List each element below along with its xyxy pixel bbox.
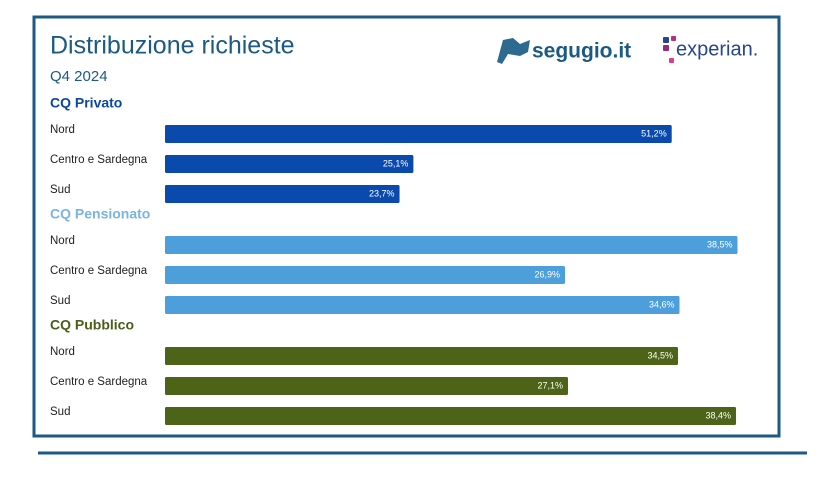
bar	[165, 296, 680, 314]
value-label: 25,1%	[383, 158, 409, 168]
value-label: 51,2%	[641, 128, 667, 138]
value-label: 26,9%	[534, 269, 560, 279]
value-label: 27,1%	[537, 380, 563, 390]
group-title: CQ Privato	[50, 95, 122, 111]
experian-logo: experian.	[663, 36, 758, 63]
bar	[165, 266, 566, 284]
value-label: 38,4%	[705, 410, 731, 420]
bar	[165, 185, 400, 203]
category-label: Centro e Sardegna	[50, 376, 148, 388]
bar	[165, 155, 414, 173]
frame	[32, 15, 781, 438]
category-label: Sud	[50, 295, 70, 307]
bar	[165, 407, 737, 425]
title: Distribuzione richieste	[50, 32, 295, 60]
bar	[165, 125, 672, 143]
value-label: 34,6%	[649, 299, 675, 309]
logo-text: segugio.it	[532, 40, 631, 63]
group-title: CQ Pensionato	[50, 206, 150, 222]
segugio-logo: segugio.it	[497, 38, 631, 64]
category-label: Centro e Sardegna	[50, 154, 148, 166]
value-label: 34,5%	[647, 350, 673, 360]
bar	[165, 236, 738, 254]
subtitle: Q4 2024	[50, 68, 108, 85]
bar	[165, 347, 679, 365]
bar	[165, 377, 568, 395]
category-label: Nord	[50, 346, 75, 358]
category-label: Centro e Sardegna	[50, 265, 148, 277]
category-label: Sud	[50, 184, 70, 196]
category-label: Sud	[50, 406, 70, 418]
value-label: 38,5%	[707, 239, 733, 249]
value-label: 23,7%	[369, 188, 395, 198]
group-title: CQ Pubblico	[50, 317, 134, 333]
logo-text: experian.	[676, 38, 758, 60]
category-label: Nord	[50, 235, 75, 247]
category-label: Nord	[50, 124, 75, 136]
